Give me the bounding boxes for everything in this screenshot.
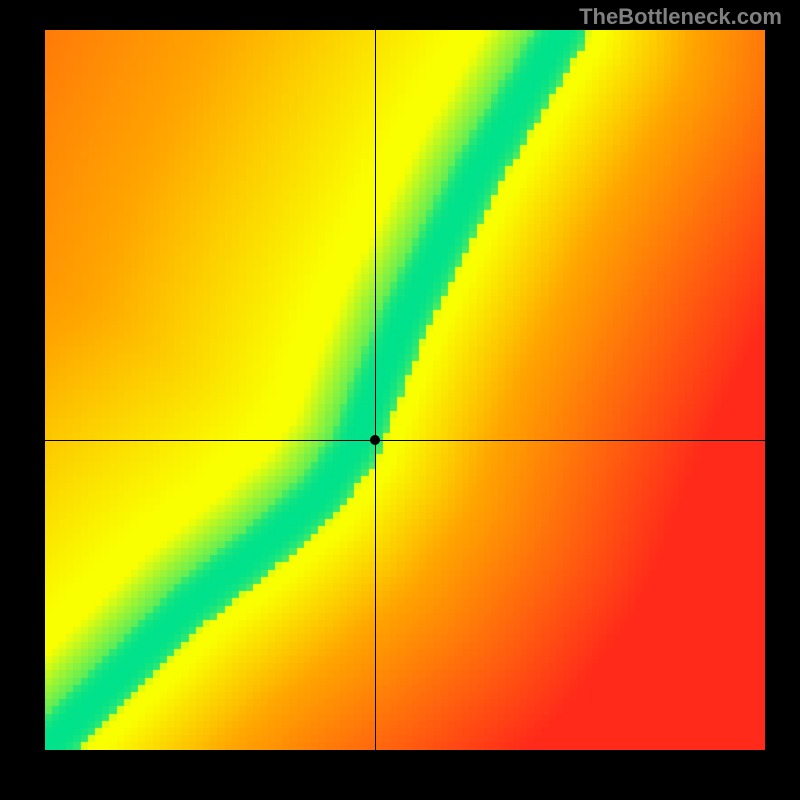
watermark-text: TheBottleneck.com <box>579 4 782 30</box>
heatmap-plot <box>45 30 765 750</box>
crosshair-marker <box>370 435 380 445</box>
crosshair-vertical <box>375 30 376 750</box>
crosshair-horizontal <box>45 440 765 441</box>
heatmap-canvas <box>45 30 765 750</box>
